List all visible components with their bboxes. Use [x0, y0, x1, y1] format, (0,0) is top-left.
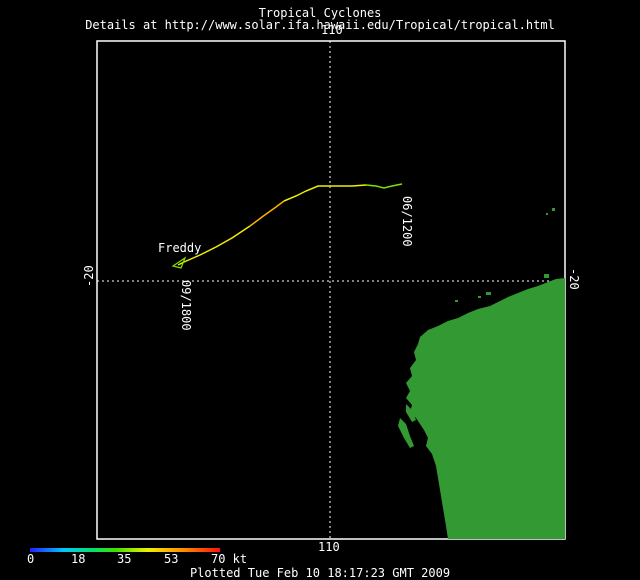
- colorbar-tick-70: 70 kt: [211, 552, 248, 566]
- track-segment-early: [365, 183, 403, 189]
- colorbar-tick-53: 53: [164, 552, 179, 566]
- plot-timestamp: Plotted Tue Feb 10 18:17:23 GMT 2009: [189, 566, 451, 580]
- track-start-date-label: 09/1800: [179, 280, 193, 331]
- coastal-island: [406, 404, 416, 422]
- map-subtitle: Details at http://www.solar.ifa.hawaii.e…: [85, 18, 555, 32]
- australia-landmass: [406, 278, 565, 539]
- reef-island-a: [552, 208, 555, 211]
- reef-island-b: [546, 213, 548, 215]
- track-segment-peak: [249, 200, 285, 227]
- shark-bay-island: [398, 418, 414, 448]
- wind-speed-colorbar: [30, 548, 220, 552]
- colorbar-tick-0: 0: [27, 552, 35, 566]
- lat-label-right: -20: [567, 268, 581, 290]
- colorbar-tick-18: 18: [71, 552, 86, 566]
- map-title: Tropical Cyclones: [258, 6, 382, 20]
- lon-label-top: 110: [321, 23, 343, 37]
- colorbar-tick-35: 35: [117, 552, 132, 566]
- offshore-island-b: [478, 296, 481, 298]
- offshore-island-c: [455, 300, 458, 302]
- offshore-island-a: [486, 292, 491, 295]
- track-segment-mid: [283, 184, 367, 202]
- storm-name-label: Freddy: [158, 241, 202, 255]
- storm-position-marker-icon: [171, 256, 187, 269]
- offshore-island-d: [544, 274, 549, 278]
- lon-label-bottom: 110: [318, 540, 340, 554]
- lat-label-left: -20: [82, 265, 96, 287]
- track-end-date-label: 06/1200: [400, 196, 414, 247]
